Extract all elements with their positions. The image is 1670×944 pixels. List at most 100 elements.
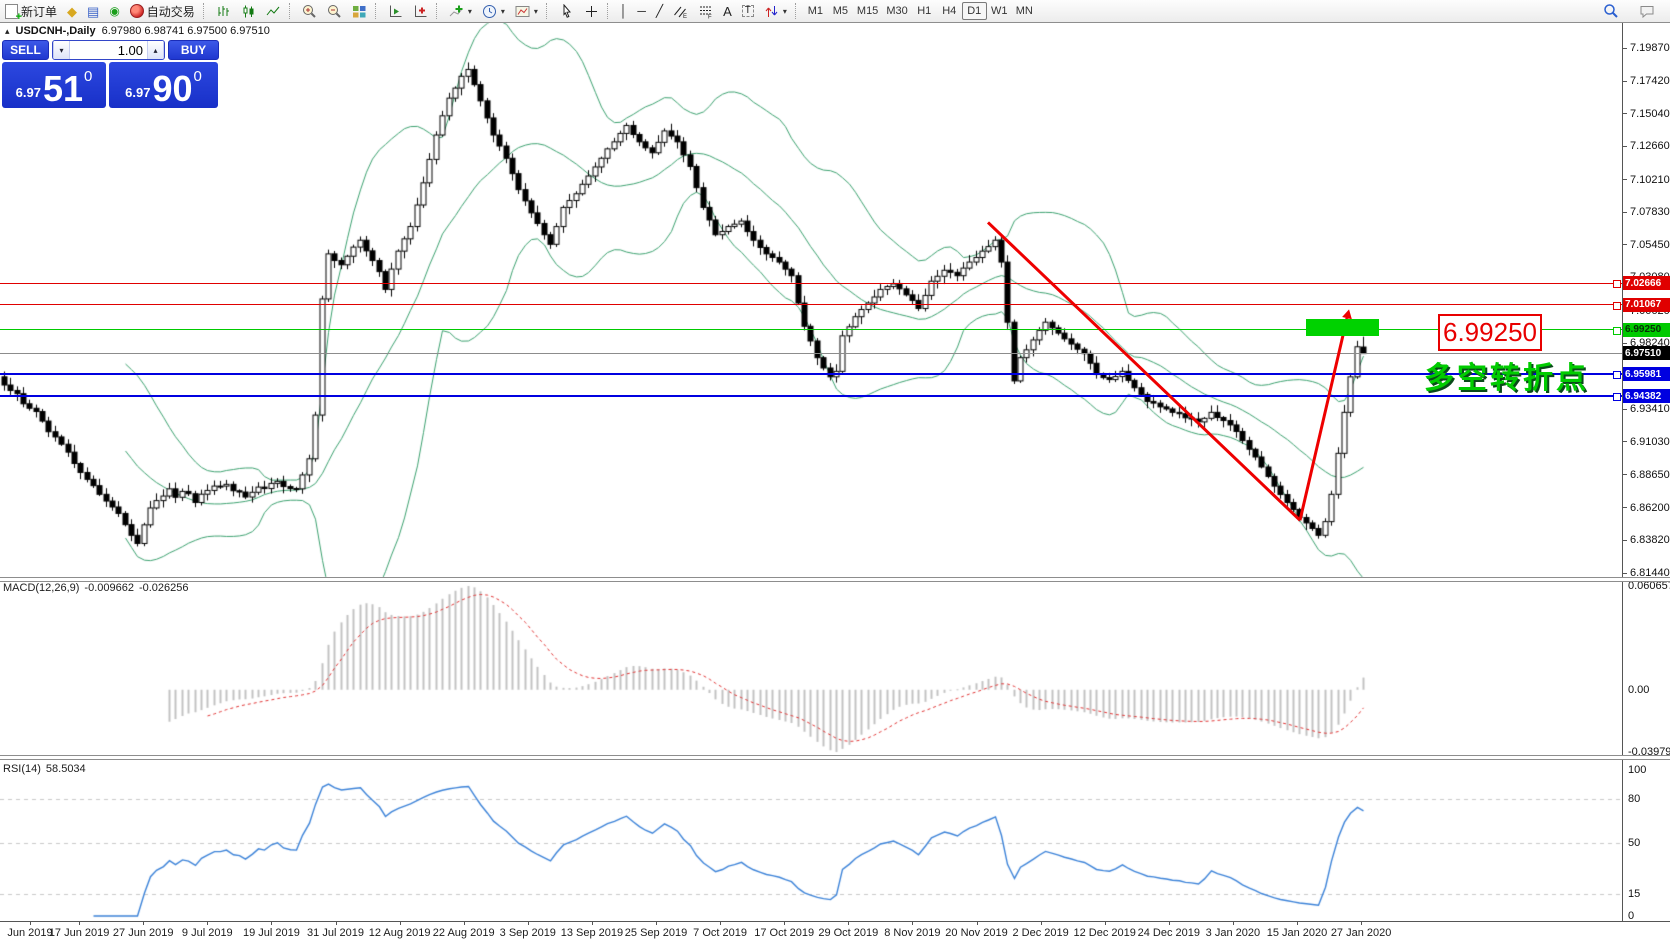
chat-button[interactable]	[1634, 1, 1660, 21]
text-button[interactable]: A	[718, 1, 737, 21]
chart-shift-button[interactable]	[408, 1, 433, 21]
price-axis-label: 6.91030	[1630, 435, 1670, 448]
time-axis-label: 31 Jul 2019	[307, 927, 364, 939]
bid-price-line[interactable]	[0, 352, 1622, 354]
price-level-line[interactable]	[0, 329, 1622, 331]
data-window-button[interactable]: ▤	[82, 1, 104, 21]
price-axis-tick-mark	[1622, 179, 1627, 181]
timeframe-button-d1[interactable]: D1	[961, 2, 987, 20]
sell-price-box[interactable]: 6.97 51 0	[2, 62, 106, 108]
market-watch-icon: ◆	[67, 3, 78, 19]
timeframe-button-h4[interactable]: H4	[937, 2, 962, 20]
trend-line[interactable]	[986, 221, 1302, 522]
text-label-button[interactable]: T	[737, 1, 759, 21]
pane-splitter-macd[interactable]	[0, 577, 1670, 582]
time-axis-label: 19 Jul 2019	[242, 927, 300, 939]
toolbar-separator	[606, 3, 612, 19]
navigator-button[interactable]: ◉	[104, 1, 124, 21]
arrows-button[interactable]: ▾	[759, 1, 792, 21]
search-button[interactable]	[1598, 1, 1624, 21]
tile-windows-icon	[352, 5, 366, 17]
buy-button[interactable]: BUY	[168, 40, 219, 60]
new-order-label: 新订单	[21, 4, 58, 19]
price-level-anchor[interactable]	[1613, 301, 1621, 310]
cursor-button[interactable]	[554, 1, 579, 21]
text-label-icon: T	[741, 5, 754, 17]
price-level-line[interactable]	[0, 373, 1622, 376]
time-axis-label: 22 Aug 2019	[432, 927, 495, 939]
trend-line[interactable]	[1298, 317, 1349, 521]
price-level-anchor[interactable]	[1613, 371, 1621, 380]
sell-price-small: 6.97	[15, 85, 41, 100]
trendline-button[interactable]: ╱	[651, 1, 668, 21]
zoom-out-button[interactable]	[322, 1, 347, 21]
price-level-anchor[interactable]	[1613, 280, 1621, 289]
new-order-button[interactable]: + 新订单	[0, 1, 62, 22]
time-axis-label: 15 Jan 2020	[1266, 927, 1328, 939]
periods-button[interactable]: ▾	[477, 1, 510, 21]
bar-chart-button[interactable]	[211, 1, 236, 21]
volume-decrease-button[interactable]: ▾	[53, 41, 70, 59]
fibonacci-button[interactable]: F	[693, 1, 718, 21]
price-level-line[interactable]	[0, 304, 1622, 306]
timeframe-button-m30[interactable]: M30	[882, 2, 911, 20]
vertical-line-button[interactable]: │	[615, 1, 633, 21]
buy-price-box[interactable]: 6.97 90 0	[109, 62, 218, 108]
highlight-zone-box[interactable]	[1306, 319, 1379, 337]
turning-point-annotation[interactable]: 多空转折点	[1424, 362, 1589, 395]
chart-title: ▴ USDCNH-,Daily 6.97980 6.98741 6.97500 …	[5, 25, 270, 37]
toolbar-separator	[374, 3, 380, 19]
timeframe-button-m15[interactable]: M15	[853, 2, 882, 20]
autotrading-button[interactable]: 自动交易	[125, 1, 200, 21]
time-axis-label: 25 Sep 2019	[624, 927, 688, 939]
price-level-tag: 6.95981	[1623, 367, 1670, 382]
price-level-anchor[interactable]	[1613, 393, 1621, 402]
timeframe-button-h1[interactable]: H1	[912, 2, 937, 20]
tile-windows-button[interactable]	[347, 1, 372, 21]
time-axis-tick-mark	[1361, 921, 1363, 925]
time-axis-label: Jun 2019	[7, 927, 53, 939]
volume-increase-button[interactable]: ▴	[147, 41, 164, 59]
sell-button[interactable]: SELL	[2, 40, 49, 60]
price-axis-label: 7.10210	[1630, 173, 1670, 186]
toolbar-separator	[794, 3, 800, 19]
market-watch-button[interactable]: ◆	[62, 1, 82, 21]
buy-price-small: 6.97	[125, 85, 151, 100]
line-chart-button[interactable]	[261, 1, 286, 21]
timeframe-button-m5[interactable]: M5	[828, 2, 853, 20]
candlestick-chart-button[interactable]	[236, 1, 261, 21]
timeframe-button-w1[interactable]: W1	[987, 2, 1012, 20]
price-axis-tick-mark	[1622, 474, 1627, 475]
time-axis-label: 2 Dec 2019	[1012, 927, 1069, 939]
time-axis-label: 7 Oct 2019	[693, 927, 748, 939]
price-level-line[interactable]	[0, 282, 1622, 284]
zoom-in-icon	[302, 4, 316, 18]
rsi-axis-label: 15	[1628, 888, 1641, 901]
auto-scroll-button[interactable]	[383, 1, 408, 21]
horizontal-line-button[interactable]: ─	[632, 1, 651, 21]
timeframe-button-mn[interactable]: MN	[1012, 2, 1037, 20]
timeframe-button-m1[interactable]: M1	[803, 2, 828, 20]
price-axis-tick-mark	[1622, 113, 1627, 115]
time-axis-label: 27 Jun 2019	[112, 927, 174, 939]
price-level-anchor[interactable]	[1613, 326, 1621, 335]
macd-signal-value: -0.026256	[138, 582, 189, 594]
price-axis-label: 6.93410	[1630, 403, 1670, 416]
buy-price-sup: 0	[193, 68, 202, 85]
indicators-button[interactable]: ▾	[444, 1, 477, 21]
equidistant-channel-button[interactable]: E	[668, 1, 693, 21]
zoom-in-button[interactable]	[297, 1, 322, 21]
crosshair-button[interactable]	[579, 1, 604, 21]
price-level-line[interactable]	[0, 395, 1622, 398]
bid-price-tag: 6.97510	[1623, 346, 1670, 361]
time-axis-label: 3 Sep 2019	[499, 927, 556, 939]
volume-input[interactable]	[70, 41, 147, 59]
pane-splitter-rsi[interactable]	[0, 755, 1670, 760]
price-axis-line	[1622, 23, 1623, 921]
panel-collapse-arrow[interactable]: ▴	[5, 25, 10, 36]
templates-button[interactable]: ▾	[510, 1, 543, 21]
price-axis-label: 7.07830	[1630, 206, 1670, 219]
level-price-callout[interactable]: 6.99250	[1438, 314, 1542, 351]
